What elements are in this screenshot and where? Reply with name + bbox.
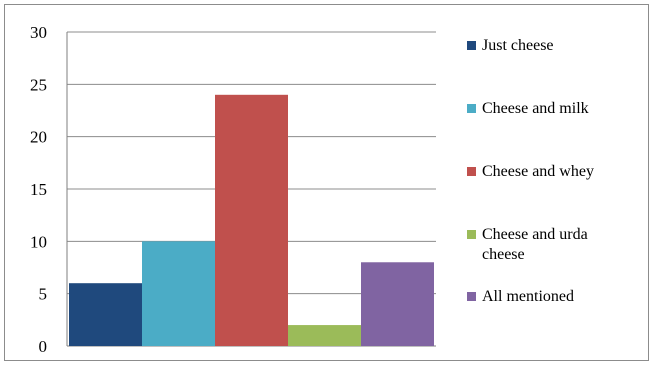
y-tick-label: 25 — [30, 75, 47, 94]
legend: Just cheese Cheese and milk Cheese and w… — [467, 0, 647, 366]
bar-cheese-and-urda-cheese — [288, 325, 361, 346]
legend-swatch — [467, 167, 476, 176]
legend-swatch — [467, 41, 476, 50]
bars — [69, 94, 434, 346]
y-axis: 0 5 10 15 20 25 30 — [30, 23, 68, 356]
legend-label: All mentioned — [482, 288, 574, 305]
legend-label: Just cheese — [482, 37, 554, 54]
legend-item-just-cheese: Just cheese — [467, 36, 642, 56]
legend-label: Cheese and whey — [482, 163, 594, 180]
legend-item-cheese-and-milk: Cheese and milk — [467, 99, 642, 119]
y-tick-label: 10 — [30, 232, 47, 251]
y-tick-label: 0 — [39, 337, 48, 356]
y-tick-label: 5 — [39, 285, 48, 304]
legend-item-cheese-and-whey: Cheese and whey — [467, 162, 642, 182]
bar-all-mentioned — [361, 262, 434, 346]
legend-item-all-mentioned: All mentioned — [467, 287, 642, 307]
legend-swatch — [467, 292, 476, 301]
y-tick-label: 30 — [30, 23, 47, 42]
legend-label: Cheese and milk — [482, 100, 589, 117]
legend-swatch — [467, 230, 476, 239]
legend-swatch — [467, 104, 476, 113]
legend-label: Cheese and urda cheese — [482, 226, 588, 263]
bar-cheese-and-whey — [215, 94, 288, 346]
legend-item-cheese-and-urda-cheese: Cheese and urda cheese — [467, 225, 622, 265]
bar-cheese-and-milk — [142, 241, 215, 346]
y-tick-label: 15 — [30, 180, 47, 199]
y-tick-label: 20 — [30, 128, 47, 147]
bar-just-cheese — [69, 283, 142, 346]
